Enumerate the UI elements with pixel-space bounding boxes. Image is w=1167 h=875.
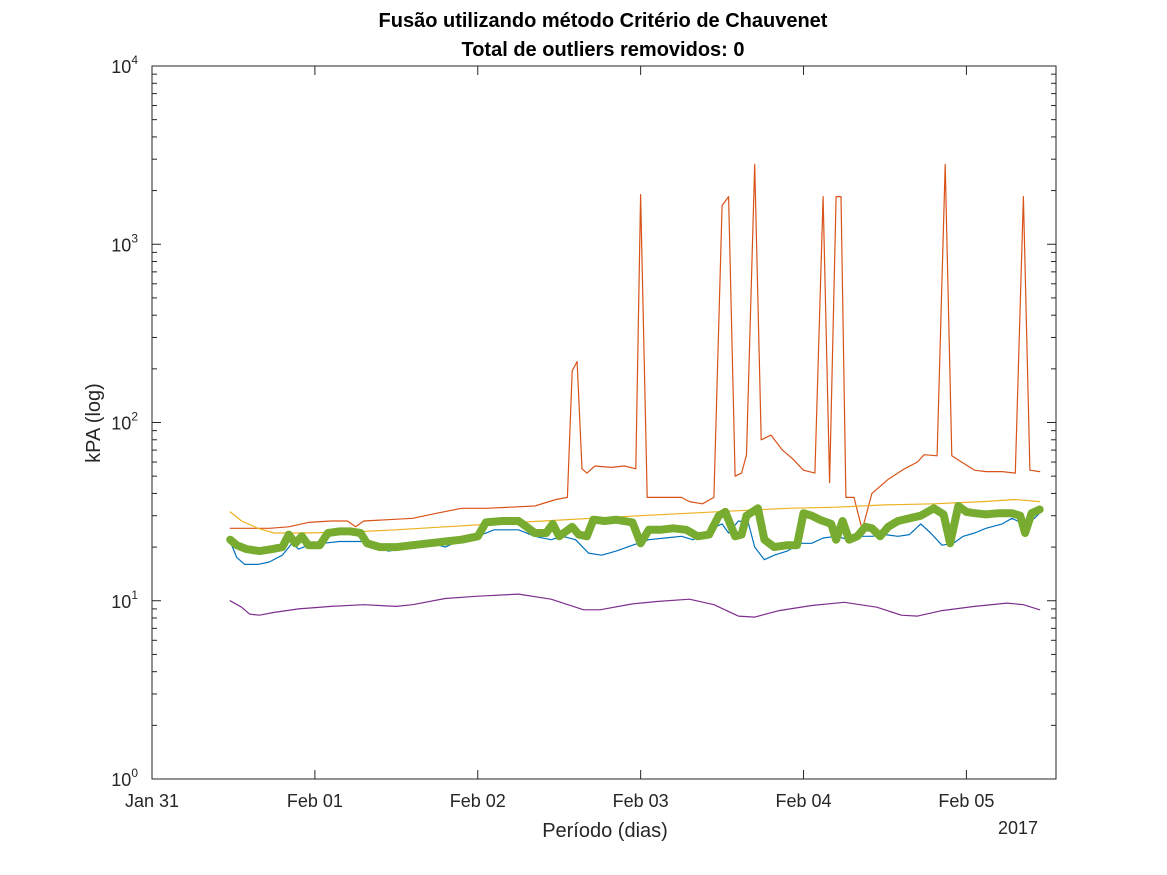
- y-tick-label: 104: [111, 53, 138, 77]
- series-line-4: [229, 593, 1041, 618]
- y-tick-base: 10: [111, 770, 131, 790]
- x-tick-label: Feb 01: [287, 791, 343, 811]
- series-line-5: [226, 502, 1044, 556]
- y-tick-exponent: 3: [131, 231, 138, 245]
- x-tick-label: Feb 02: [450, 791, 506, 811]
- x-tick-label: Feb 03: [613, 791, 669, 811]
- y-tick-exponent: 4: [131, 53, 138, 67]
- y-tick-base: 10: [111, 235, 131, 255]
- x-axis-label: Período (dias): [542, 820, 668, 842]
- chart-title-line-2: Total de outliers removidos: 0: [461, 39, 744, 61]
- y-tick-base: 10: [111, 414, 131, 434]
- x-tick-label: Feb 05: [938, 791, 994, 811]
- x-tick-label: Feb 04: [776, 791, 832, 811]
- series-line-3: [229, 512, 1041, 565]
- y-tick-exponent: 1: [131, 588, 138, 602]
- y-tick-base: 10: [111, 57, 131, 77]
- chart-title-line-1: Fusão utilizando método Critério de Chau…: [379, 10, 828, 32]
- x-axis-year-label: 2017: [998, 818, 1038, 838]
- y-tick-exponent: 0: [131, 766, 138, 780]
- y-tick-base: 10: [111, 592, 131, 612]
- y-tick-label: 102: [111, 410, 138, 434]
- y-tick-label: 101: [111, 588, 138, 612]
- y-axis-label: kPA (log): [83, 383, 105, 463]
- y-tick-exponent: 2: [131, 410, 138, 424]
- x-tick-label: Jan 31: [125, 791, 179, 811]
- y-tick-label: 103: [111, 231, 138, 255]
- series-layer: [226, 163, 1044, 618]
- series-line-1: [229, 163, 1041, 531]
- x-axis-ticks: Jan 31 Feb 01 Feb 02 Feb 03 Feb 04 Feb 05: [125, 66, 994, 811]
- y-tick-label: 100: [111, 766, 138, 790]
